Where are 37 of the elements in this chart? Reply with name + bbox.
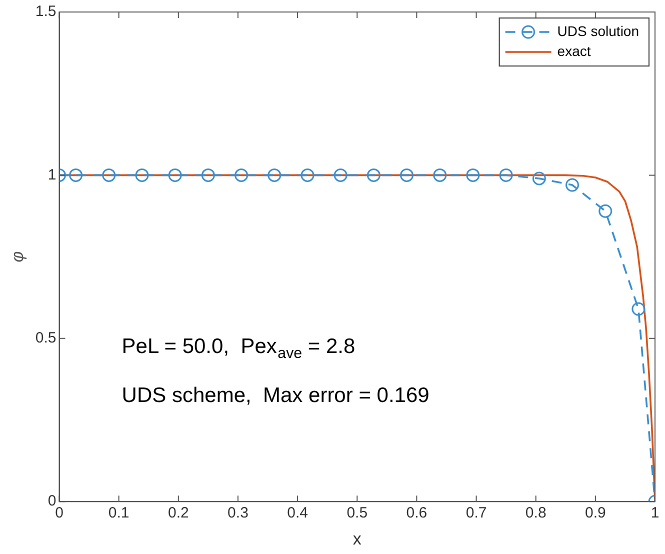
point: [102, 168, 116, 182]
point: [366, 168, 380, 182]
point: [135, 168, 149, 182]
y-tick-label: 0.5: [35, 330, 56, 347]
point: [69, 168, 83, 182]
point: [598, 204, 612, 218]
x-tick-label: 0.1: [108, 504, 130, 522]
point: [234, 168, 248, 182]
point: [201, 168, 215, 182]
point: [300, 168, 314, 182]
x-tick-label: 0.6: [406, 504, 428, 522]
x-tick-label: 0.4: [287, 504, 308, 522]
y-axis-title: φ: [8, 251, 27, 262]
point: [168, 168, 182, 182]
x-tick-label: 1: [650, 504, 660, 522]
x-tick-label: 0.3: [228, 504, 248, 522]
y-tick-label: 0: [48, 492, 56, 510]
point: [632, 302, 646, 316]
point: [400, 168, 414, 182]
point: [499, 168, 513, 182]
point: [566, 178, 579, 192]
x-tick-label: 0.9: [584, 504, 606, 522]
x-tick-label: 0.8: [525, 504, 546, 522]
point: [334, 168, 348, 182]
point: [466, 168, 480, 182]
point: [268, 168, 282, 182]
x-axis-title: x: [352, 529, 362, 548]
x-tick-label: 0.5: [346, 504, 368, 522]
y-tick-label: 1: [48, 166, 56, 184]
annotation: UDS scheme, Max error = 0.169: [122, 384, 430, 408]
y-tick-label: 1.5: [35, 3, 56, 20]
point: [532, 172, 546, 186]
legend-label: exact: [557, 42, 591, 59]
legend-label: UDS solution: [557, 22, 639, 39]
x-tick-label: 0.7: [466, 504, 487, 522]
point: [433, 168, 447, 182]
x-tick-label: 0.2: [168, 504, 189, 522]
